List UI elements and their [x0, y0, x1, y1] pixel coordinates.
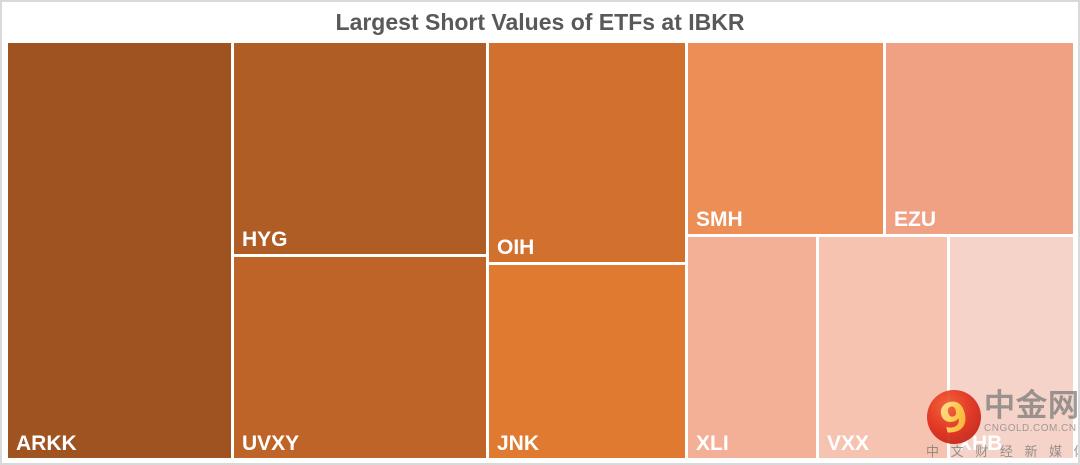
tile-label: JNK — [497, 432, 540, 455]
tile-label: HYG — [242, 228, 288, 251]
tile-label: ARKK — [16, 432, 77, 455]
treemap-tile-vxx: VXX — [819, 237, 947, 458]
tile-label: XHB — [958, 432, 1003, 455]
tile-label: VXX — [827, 432, 870, 455]
chart-title: Largest Short Values of ETFs at IBKR — [335, 9, 745, 35]
treemap-tile-smh: SMH — [688, 43, 883, 234]
tile-label: XLI — [696, 432, 729, 455]
treemap-tile-xli: XLI — [688, 237, 816, 458]
treemap-tile-oih: OIH — [489, 43, 685, 262]
treemap-tile-uvxy: UVXY — [234, 257, 486, 458]
treemap-tile-xhb: XHB — [950, 237, 1073, 458]
tile-label: SMH — [696, 208, 743, 231]
treemap-tile-jnk: JNK — [489, 265, 685, 458]
tile-label: UVXY — [242, 432, 300, 455]
treemap-tile-ezu: EZU — [886, 43, 1073, 234]
treemap-tile-arkk: ARKK — [8, 43, 231, 458]
treemap-plot: ARKK HYG UVXY OIH JNK SMH EZU XLI VXX XHB — [8, 43, 1073, 458]
tile-label: OIH — [497, 236, 535, 259]
treemap-tile-hyg: HYG — [234, 43, 486, 254]
tile-label: EZU — [894, 208, 936, 231]
